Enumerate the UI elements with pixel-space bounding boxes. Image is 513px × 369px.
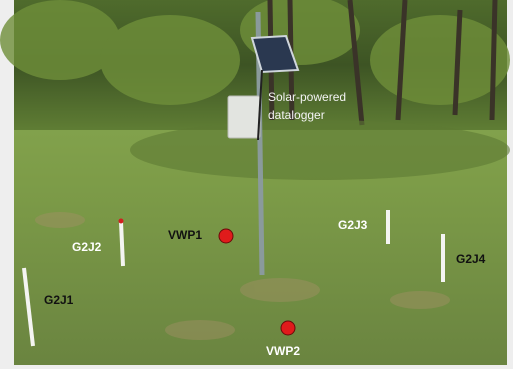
vwp2-label: VWP2 xyxy=(266,344,300,358)
datalogger-label: Solar-powered xyxy=(268,90,346,104)
pipe-cap xyxy=(119,219,124,224)
g2j3-label: G2J3 xyxy=(338,218,368,232)
datalogger-box xyxy=(228,96,260,138)
g2j1-label: G2J1 xyxy=(44,293,74,307)
screenshot: Solar-powered datalogger VWP1 VWP2 G2J1 … xyxy=(0,0,513,369)
g2j4-label: G2J4 xyxy=(456,252,486,266)
vwp2-marker xyxy=(281,321,295,335)
vwp1-label: VWP1 xyxy=(168,228,202,242)
vwp1-marker xyxy=(219,229,233,243)
g2j2-label: G2J2 xyxy=(72,240,102,254)
photo xyxy=(0,0,510,365)
shadow xyxy=(130,120,510,180)
datalogger-label: datalogger xyxy=(268,108,325,122)
